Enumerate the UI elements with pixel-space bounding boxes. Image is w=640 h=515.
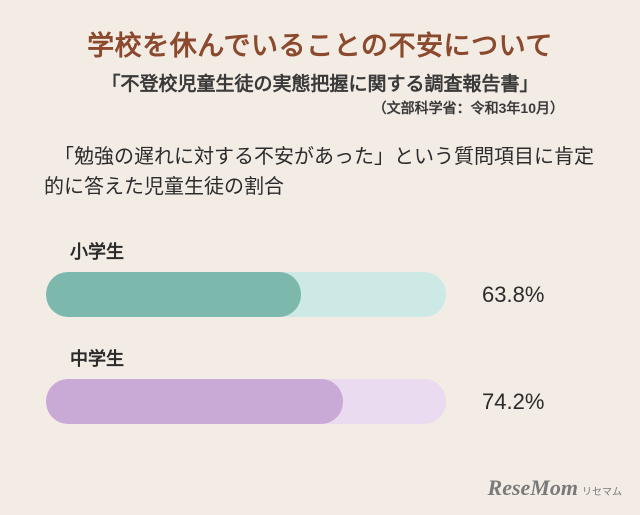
- bar-fill: [46, 379, 343, 424]
- infographic-container: 学校を休んでいることの不安について 「不登校児童生徒の実態把握に関する調査報告書…: [0, 0, 640, 515]
- bar-value-elementary: 63.8%: [482, 282, 562, 308]
- main-title: 学校を休んでいることの不安について: [36, 24, 604, 63]
- logo-sub: リセマム: [582, 483, 622, 498]
- bar-value-junior: 74.2%: [482, 389, 562, 415]
- source-line: （文部科学省：令和3年10月）: [36, 98, 604, 118]
- chart-row: 小学生 63.8%: [46, 238, 604, 317]
- bar-row: 63.8%: [46, 272, 604, 317]
- question-text: 「勉強の遅れに対する不安があった」という質問項目に肯定的に答えた児童生徒の割合: [36, 142, 604, 202]
- bar-track: [46, 272, 446, 317]
- bar-fill: [46, 272, 301, 317]
- bar-row: 74.2%: [46, 379, 604, 424]
- bar-chart: 小学生 63.8% 中学生 74.2%: [36, 238, 604, 424]
- subtitle: 「不登校児童生徒の実態把握に関する調査報告書」: [36, 69, 604, 96]
- logo: ReseMom リセマム: [488, 475, 622, 501]
- chart-row: 中学生 74.2%: [46, 345, 604, 424]
- logo-main: ReseMom: [488, 475, 578, 501]
- bar-label-junior: 中学生: [46, 345, 604, 371]
- bar-track: [46, 379, 446, 424]
- bar-label-elementary: 小学生: [46, 238, 604, 264]
